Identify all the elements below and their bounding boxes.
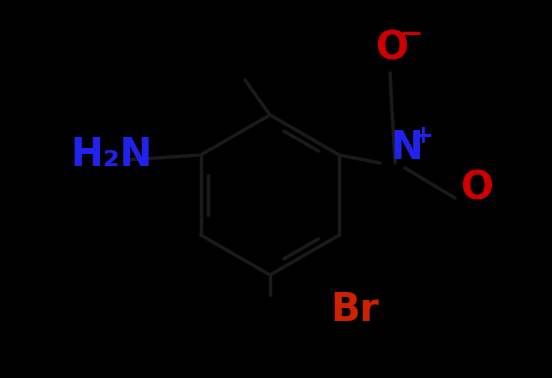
Text: N: N [390, 129, 423, 167]
Text: O: O [460, 169, 493, 207]
Text: Br: Br [330, 291, 379, 329]
Text: O: O [375, 29, 408, 67]
Text: H₂N: H₂N [70, 136, 152, 174]
Text: +: + [412, 124, 433, 148]
Text: −: − [400, 20, 423, 48]
